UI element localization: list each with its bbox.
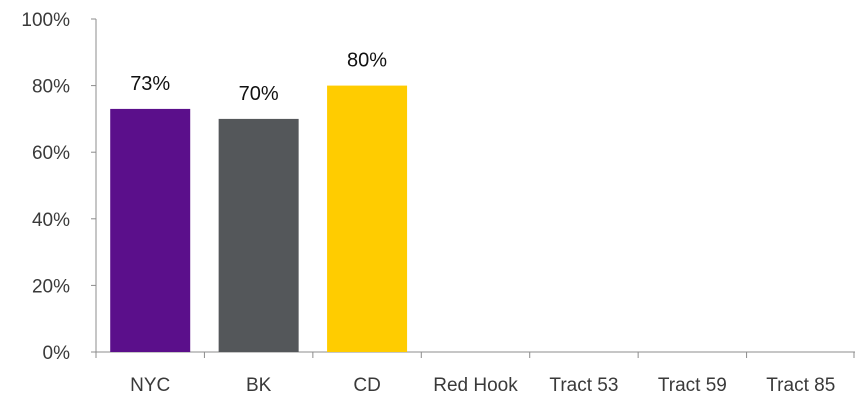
data-label: 80% xyxy=(347,50,387,72)
data-label: 73% xyxy=(130,73,170,95)
data-labels: 73% 70% 80% xyxy=(130,50,387,105)
bar-cd xyxy=(327,85,408,352)
bars xyxy=(110,85,408,353)
x-tick-label: NYC xyxy=(130,375,170,396)
x-tick-label: Tract 59 xyxy=(658,375,727,396)
y-tick-label: 40% xyxy=(32,210,70,231)
x-tick-label: BK xyxy=(246,375,272,396)
y-tick-label: 100% xyxy=(21,10,70,31)
y-tick-label: 0% xyxy=(43,343,71,364)
y-tick-label: 60% xyxy=(32,143,70,164)
data-label: 70% xyxy=(239,83,279,105)
x-axis: NYC BK CD Red Hook Tract 53 Tract 59 Tract 85 xyxy=(95,351,855,396)
x-tick-label: Tract 85 xyxy=(766,375,835,396)
x-tick-label: Tract 53 xyxy=(549,375,618,396)
x-tick-label: Red Hook xyxy=(433,375,518,396)
x-tick-label: CD xyxy=(353,375,380,396)
y-tick-label: 80% xyxy=(32,77,70,98)
bar-nyc xyxy=(110,108,191,352)
y-axis: 0% 20% 40% 60% 80% 100% xyxy=(21,10,97,364)
y-tick-label: 20% xyxy=(32,276,70,297)
bar-bk xyxy=(218,118,299,353)
